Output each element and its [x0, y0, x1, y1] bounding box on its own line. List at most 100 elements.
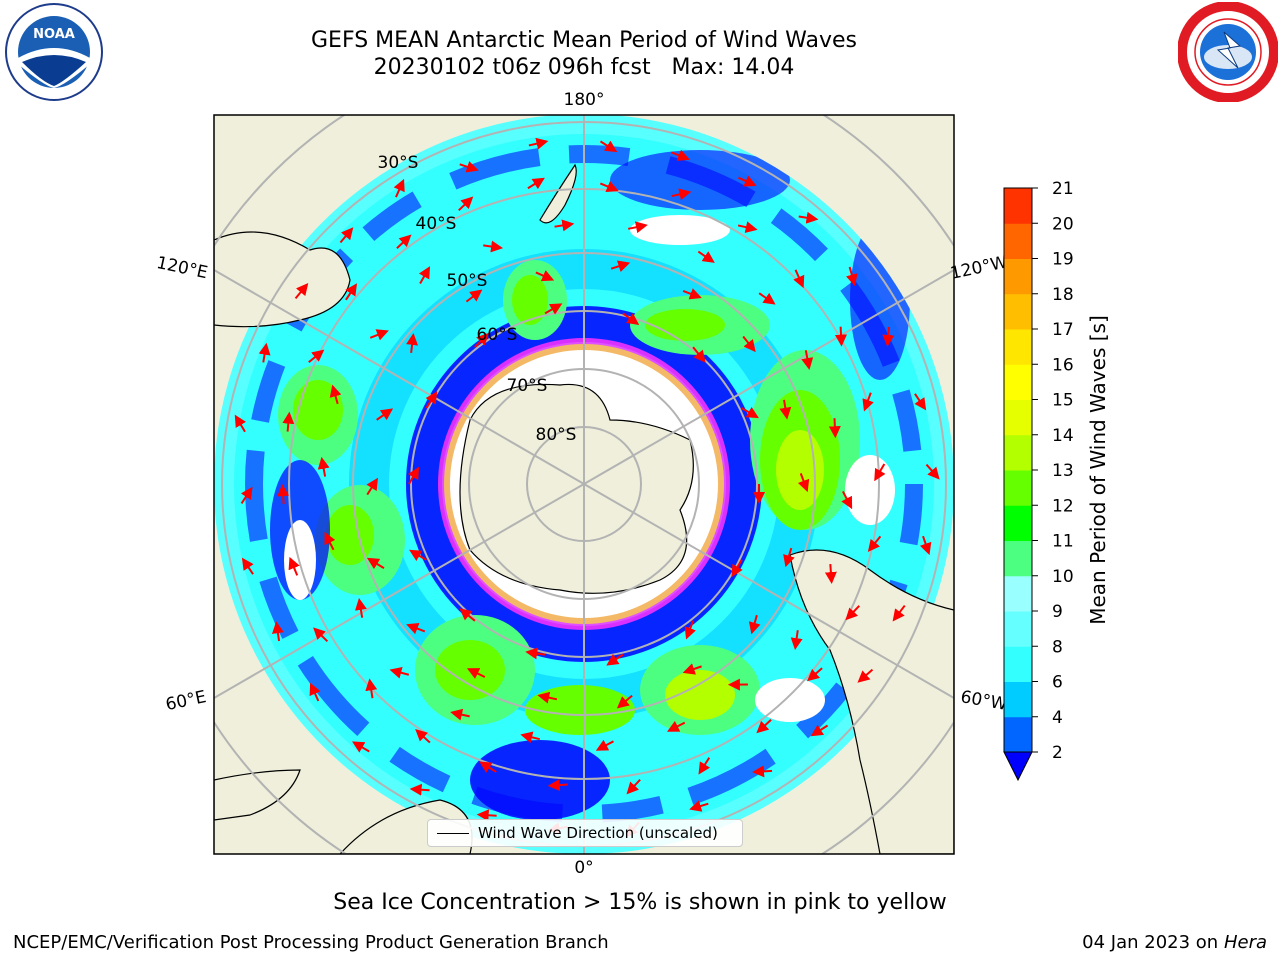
- colorbar-tick-label: 6: [1052, 673, 1063, 693]
- colorbar-segment: [1004, 681, 1032, 718]
- wave-direction-arrow: [409, 549, 427, 562]
- colorbar-tick-label: 19: [1052, 250, 1074, 270]
- wave-direction-arrow: [599, 180, 619, 193]
- wave-direction-arrow: [862, 392, 874, 412]
- colorbar-tick-label: 18: [1052, 285, 1074, 305]
- wave-direction-arrow: [741, 406, 759, 419]
- wind-wave-arrows: [234, 137, 940, 838]
- colorbar-tick-label: 11: [1052, 532, 1074, 552]
- colorbar-segment: [1004, 329, 1032, 365]
- colorbar-tick-label: 4: [1052, 708, 1063, 728]
- wave-direction-arrow: [682, 663, 702, 675]
- wave-direction-arrow: [376, 408, 394, 421]
- wave-direction-arrow: [756, 719, 772, 734]
- wave-direction-arrow: [835, 326, 847, 347]
- forecast-info: 20230102 t06z 096h fcst Max: 14.04: [373, 55, 795, 80]
- wave-direction-arrow: [684, 620, 696, 640]
- wave-direction-arrow: [366, 477, 378, 496]
- wave-direction-arrow: [671, 188, 692, 201]
- wave-direction-arrow: [689, 800, 709, 812]
- lon-label-0: 0°: [574, 858, 593, 878]
- colorbar-segment: [1004, 646, 1032, 682]
- wave-direction-arrow: [882, 326, 895, 347]
- wave-direction-arrow: [599, 140, 618, 153]
- wave-direction-arrow: [628, 221, 648, 234]
- colorbar-segment: [1004, 540, 1032, 577]
- wave-direction-arrow: [737, 221, 758, 234]
- australia-land: [214, 231, 351, 328]
- wave-direction-arrow: [308, 349, 325, 363]
- wave-direction-arrow: [393, 178, 405, 198]
- colorbar-tick-label: 21: [1052, 179, 1074, 199]
- wave-direction-arrow: [406, 332, 419, 353]
- wave-direction-arrow: [271, 621, 284, 642]
- lat-label-40s: 40°S: [416, 214, 457, 234]
- colorbar-segment: [1004, 364, 1032, 400]
- lat-label-60s: 60°S: [477, 325, 518, 345]
- colorbar-tick-label: 12: [1052, 496, 1074, 516]
- lat-label-80s: 80°S: [536, 425, 577, 445]
- wave-direction-arrow: [537, 691, 558, 704]
- wave-direction-arrow: [365, 678, 378, 699]
- wave-direction-arrow: [845, 605, 860, 621]
- wave-direction-arrow: [801, 350, 814, 370]
- colorbar-tick-label: 9: [1052, 602, 1063, 622]
- lon-label-120e: 120°E: [155, 253, 210, 283]
- colorbar-tick-label: 17: [1052, 320, 1074, 340]
- wave-direction-arrow: [415, 729, 431, 744]
- wave-direction-arrow: [234, 414, 247, 433]
- wave-direction-arrow: [535, 270, 555, 282]
- wave-direction-arrow: [277, 484, 290, 505]
- wave-direction-arrow: [483, 240, 504, 253]
- colorbar-segment: [1004, 223, 1032, 259]
- wave-direction-arrow: [737, 175, 757, 187]
- wave-direction-arrow: [783, 547, 795, 568]
- wave-direction-arrow: [595, 739, 614, 751]
- wave-direction-arrow: [459, 608, 476, 622]
- wave-direction-arrow: [406, 622, 426, 635]
- wave-direction-arrow: [807, 667, 823, 682]
- colorbar-tick-label: 14: [1052, 426, 1074, 446]
- wave-direction-arrow: [682, 288, 702, 300]
- wave-direction-arrow: [528, 137, 549, 150]
- wave-direction-arrow: [857, 668, 874, 683]
- wave-direction-arrow: [698, 757, 711, 775]
- wave-direction-arrow: [466, 668, 486, 679]
- wave-direction-arrow: [474, 332, 489, 348]
- colorbar-segment: [1004, 505, 1032, 541]
- wave-direction-arrow: [697, 250, 715, 263]
- colorbar-segment: [1004, 470, 1032, 506]
- lon-label-120w: 120°W: [949, 252, 1010, 284]
- date-stamp: 04 Jan 2023 on Hera: [1082, 932, 1267, 953]
- colorbar-segment: [1004, 188, 1032, 224]
- wave-direction-arrow: [409, 783, 430, 796]
- wave-direction-arrow: [846, 266, 858, 287]
- graticule: [214, 115, 954, 854]
- wave-direction-arrow: [345, 283, 358, 301]
- wave-direction-arrow: [758, 292, 776, 305]
- wave-direction-arrow: [798, 211, 819, 224]
- wave-direction-arrow: [748, 614, 761, 635]
- africa-land: [214, 769, 301, 821]
- colorbar-segment: [1004, 611, 1032, 647]
- colorbar-under-triangle: [1003, 751, 1033, 782]
- wave-direction-arrow: [339, 227, 354, 244]
- wave-direction-arrow: [418, 266, 431, 284]
- lon-label-60e: 60°E: [164, 687, 208, 715]
- wave-direction-arrow: [610, 260, 631, 272]
- wave-direction-arrow: [525, 647, 546, 660]
- nws-logo-icon: [1178, 2, 1278, 102]
- colorbar-segment: [1004, 399, 1032, 436]
- wave-direction-arrow: [288, 556, 300, 576]
- colorbar-tick-label: 13: [1052, 461, 1074, 481]
- lat-label-30s: 30°S: [378, 153, 419, 173]
- wave-direction-arrow: [459, 161, 479, 173]
- colorbar-tick-label: 15: [1052, 391, 1074, 411]
- colorbar: 2 4 6 8 9 10 11 12 13 14 15 16 17 18 19 20 21: [1003, 179, 1074, 782]
- wave-direction-arrow: [369, 329, 389, 341]
- wave-direction-arrow: [810, 724, 829, 737]
- wave-direction-arrow: [450, 708, 470, 721]
- wave-direction-arrow: [919, 535, 932, 556]
- wave-direction-arrow: [258, 342, 271, 363]
